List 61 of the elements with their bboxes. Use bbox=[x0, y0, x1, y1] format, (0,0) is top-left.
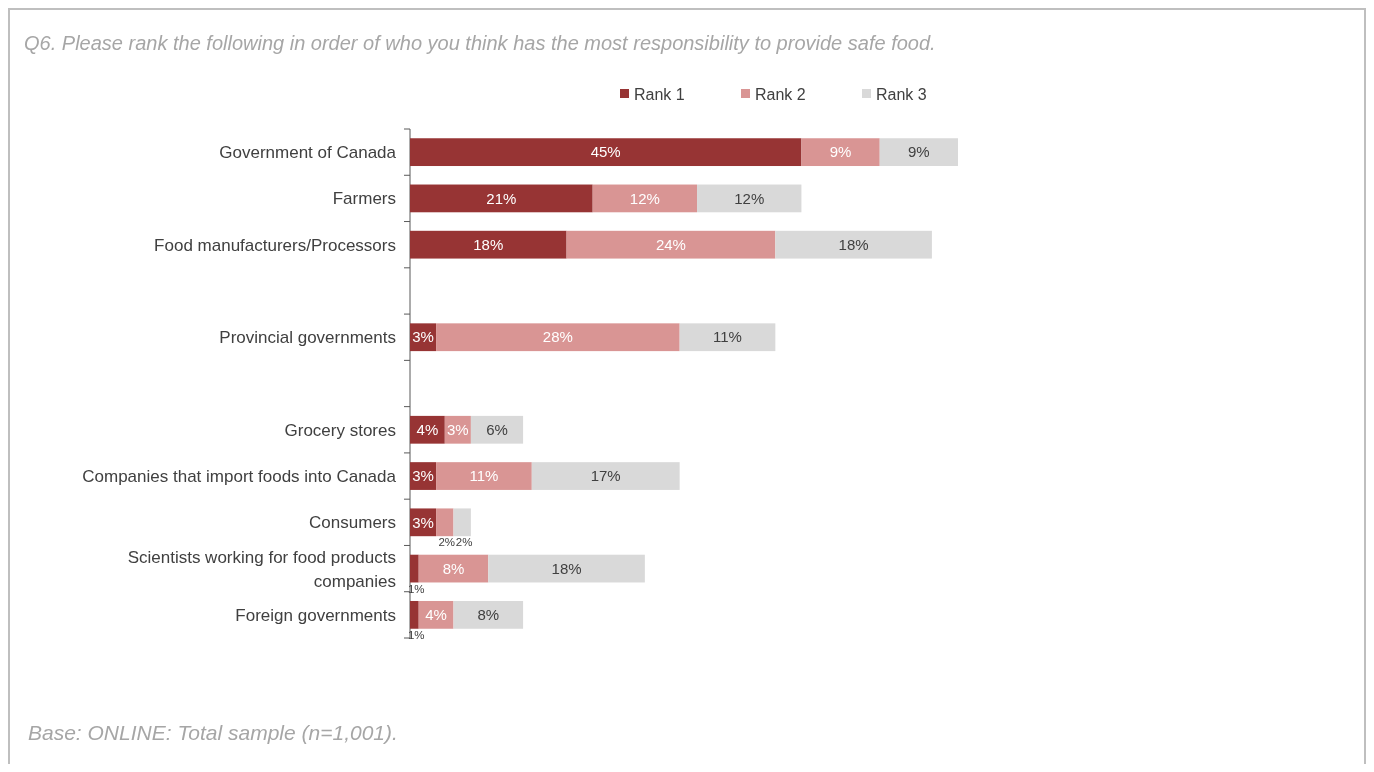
data-label: 6% bbox=[486, 421, 508, 439]
legend-label: Rank 2 bbox=[755, 85, 806, 103]
y-tick-label: Food manufacturers/Processors bbox=[154, 235, 396, 255]
data-label: 3% bbox=[412, 513, 434, 531]
data-label: 18% bbox=[551, 559, 582, 577]
data-label: 21% bbox=[486, 189, 517, 207]
y-tick-label: Foreign governments bbox=[235, 605, 396, 625]
legend-label: Rank 1 bbox=[634, 85, 685, 103]
bar bbox=[470, 415, 524, 444]
data-label: 2% bbox=[438, 536, 456, 549]
bar bbox=[410, 184, 593, 213]
y-tick-label: Grocery stores bbox=[284, 420, 396, 440]
bar bbox=[410, 138, 802, 167]
bar bbox=[488, 554, 645, 583]
bar bbox=[410, 230, 567, 259]
chart-title: Q6. Please rank the following in order of who you think has the most responsibility to provide safe food. bbox=[24, 32, 936, 54]
data-label: 24% bbox=[655, 235, 686, 253]
bar bbox=[679, 323, 776, 352]
data-label: 1% bbox=[407, 628, 425, 641]
bar bbox=[592, 184, 698, 213]
bar bbox=[453, 600, 524, 629]
data-label: 3% bbox=[412, 328, 434, 346]
data-label: 18% bbox=[473, 235, 504, 253]
y-tick-label: Consumers bbox=[309, 513, 396, 533]
data-label: 11% bbox=[469, 467, 499, 485]
data-label: 18% bbox=[838, 235, 869, 253]
bar bbox=[531, 462, 680, 490]
data-label: 4% bbox=[416, 421, 439, 439]
data-label: 2% bbox=[455, 536, 473, 549]
data-label: 8% bbox=[477, 606, 500, 624]
data-label: 17% bbox=[590, 467, 621, 485]
legend-label: Rank 3 bbox=[876, 85, 927, 103]
bar bbox=[697, 184, 802, 213]
bar bbox=[410, 600, 419, 629]
y-tick-label: Companies that import foods into Canada bbox=[82, 467, 397, 486]
bar bbox=[566, 230, 776, 259]
bar bbox=[436, 323, 680, 352]
data-label: 45% bbox=[590, 143, 621, 161]
data-label: 12% bbox=[734, 189, 765, 207]
y-tick-label: Provincial governments bbox=[219, 328, 396, 348]
data-label: 11% bbox=[713, 328, 742, 346]
data-label: 28% bbox=[542, 328, 573, 346]
data-label: 1% bbox=[407, 582, 425, 595]
bar bbox=[801, 138, 880, 167]
data-label: 3% bbox=[447, 421, 469, 439]
bar bbox=[775, 230, 932, 259]
y-tick-label: Government of Canada bbox=[219, 143, 397, 163]
data-label: 4% bbox=[425, 606, 447, 624]
bar bbox=[879, 138, 958, 167]
y-tick-label: Farmers bbox=[332, 189, 396, 209]
data-label: 9% bbox=[908, 143, 930, 161]
bar bbox=[453, 508, 471, 537]
y-tick-label: Scientists working for food products companies bbox=[127, 547, 396, 591]
data-label: 9% bbox=[829, 143, 852, 161]
data-label: 8% bbox=[442, 559, 465, 577]
data-label: 12% bbox=[629, 189, 660, 207]
data-label: 3% bbox=[412, 467, 434, 485]
text: Base: ONLINE: Total sample (n=1,001). bbox=[28, 721, 398, 744]
bar bbox=[410, 554, 419, 583]
bar bbox=[436, 508, 454, 537]
bar bbox=[436, 462, 532, 490]
